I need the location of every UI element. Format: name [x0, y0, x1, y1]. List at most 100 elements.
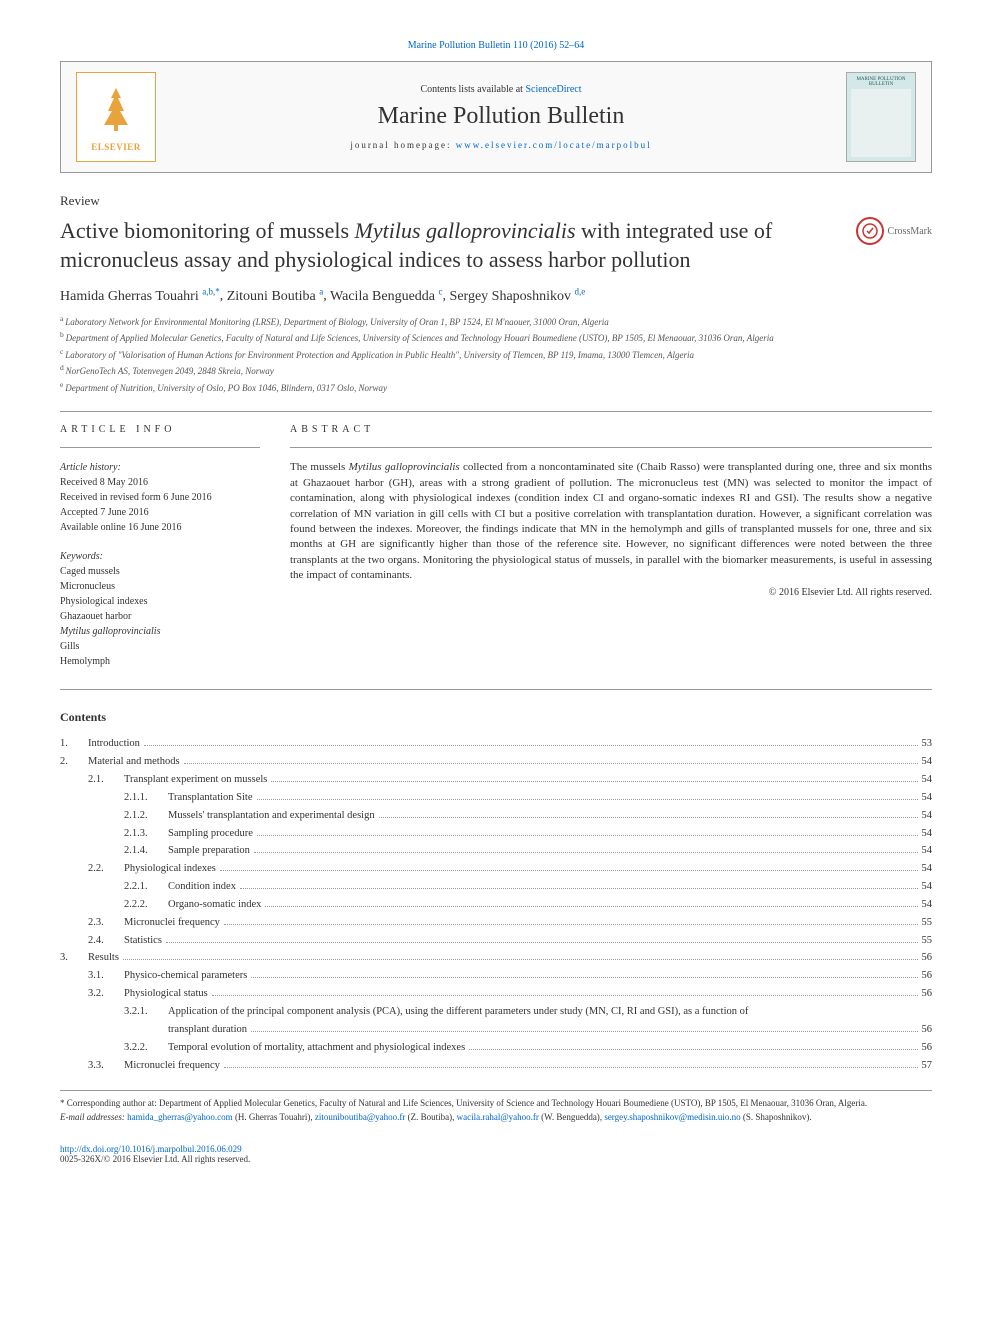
abstract-copyright: © 2016 Elsevier Ltd. All rights reserved… [290, 587, 932, 598]
toc-title: Material and methods [88, 753, 180, 771]
toc-page: 54 [922, 753, 933, 771]
toc-page: 54 [922, 825, 933, 843]
keyword: Caged mussels [60, 564, 260, 579]
email-link[interactable]: wacila.rahal@yahoo.fr [457, 1112, 539, 1122]
history-line: Accepted 7 June 2016 [60, 505, 260, 520]
toc-page: 55 [922, 932, 933, 950]
footnotes: * Corresponding author at: Department of… [60, 1090, 932, 1124]
toc-number: 2.2.1. [124, 878, 168, 896]
toc-dots [123, 959, 918, 960]
toc-entry[interactable]: 2.1.1.Transplantation Site54 [60, 789, 932, 807]
affil-link[interactable]: d,e [575, 286, 586, 296]
header-center: Contents lists available at ScienceDirec… [156, 84, 846, 150]
toc-entry[interactable]: 3.2.2.Temporal evolution of mortality, a… [60, 1039, 932, 1057]
toc-entry[interactable]: 2.2.1.Condition index54 [60, 878, 932, 896]
toc-number: 2. [60, 753, 88, 771]
keyword: Mytilus galloprovincialis [60, 624, 260, 639]
toc-title: Condition index [168, 878, 236, 896]
toc-entry[interactable]: 1.Introduction53 [60, 735, 932, 753]
toc-page: 54 [922, 789, 933, 807]
toc-entry[interactable]: 3.2.Physiological status56 [60, 985, 932, 1003]
crossmark-text: CrossMark [888, 226, 932, 237]
issn-line: 0025-326X/© 2016 Elsevier Ltd. All right… [60, 1154, 250, 1164]
toc-number: 2.4. [88, 932, 124, 950]
toc-number: 2.1.3. [124, 825, 168, 843]
title-pre: Active biomonitoring of mussels [60, 218, 355, 243]
table-of-contents: 1.Introduction532.Material and methods 54… [60, 735, 932, 1074]
affiliation-line: c Laboratory of "Valorisation of Human A… [60, 346, 932, 363]
toc-entry[interactable]: 3.3.Micronuclei frequency57 [60, 1057, 932, 1075]
toc-entry-cont[interactable]: transplant duration56 [60, 1021, 932, 1039]
toc-entry[interactable]: 2.1.2.Mussels' transplantation and exper… [60, 807, 932, 825]
toc-page: 56 [922, 967, 933, 985]
toc-dots [379, 817, 918, 818]
toc-entry[interactable]: 2.Material and methods 54 [60, 753, 932, 771]
toc-entry[interactable]: 2.3.Micronuclei frequency55 [60, 914, 932, 932]
toc-entry[interactable]: 2.2.Physiological indexes54 [60, 860, 932, 878]
toc-entry[interactable]: 2.2.2.Organo-somatic index54 [60, 896, 932, 914]
crossmark-badge[interactable]: CrossMark [856, 217, 932, 245]
toc-entry[interactable]: 3.2.1.Application of the principal compo… [60, 1003, 932, 1021]
corresponding-star[interactable]: * [215, 286, 220, 296]
doi-link[interactable]: http://dx.doi.org/10.1016/j.marpolbul.20… [60, 1144, 242, 1154]
authors-line: Hamida Gherras Touahri a,b,*, Zitouni Bo… [60, 286, 932, 305]
keyword: Micronucleus [60, 579, 260, 594]
toc-dots [144, 745, 918, 746]
email-link[interactable]: hamida_gherras@yahoo.com [127, 1112, 233, 1122]
toc-entry[interactable]: 3.Results56 [60, 949, 932, 967]
toc-entry[interactable]: 2.1.3.Sampling procedure54 [60, 825, 932, 843]
author: Sergey Shaposhnikov d,e [450, 289, 586, 304]
toc-number: 3.1. [88, 967, 124, 985]
toc-dots [220, 870, 918, 871]
divider [60, 689, 932, 690]
email-link[interactable]: sergey.shaposhnikov@medisin.uio.no [604, 1112, 740, 1122]
toc-number: 2.2. [88, 860, 124, 878]
star-marker: * [60, 1098, 65, 1108]
affil-link[interactable]: a,b, [202, 286, 215, 296]
toc-page: 56 [922, 1039, 933, 1057]
toc-page: 54 [922, 842, 933, 860]
keyword: Physiological indexes [60, 594, 260, 609]
affil-link[interactable]: c [439, 286, 443, 296]
toc-dots [257, 799, 918, 800]
email-addresses: E-mail addresses: hamida_gherras@yahoo.c… [60, 1111, 932, 1125]
toc-number: 3.2.1. [124, 1003, 168, 1021]
toc-title: Physiological status [124, 985, 208, 1003]
sciencedirect-link[interactable]: ScienceDirect [525, 84, 581, 95]
author-affil-sup: c [439, 286, 443, 296]
toc-title: Temporal evolution of mortality, attachm… [168, 1039, 465, 1057]
keyword: Hemolymph [60, 654, 260, 669]
article-title: Active biomonitoring of mussels Mytilus … [60, 217, 846, 274]
article-history: Article history: Received 8 May 2016Rece… [60, 460, 260, 535]
article-type: Review [60, 193, 932, 209]
toc-entry[interactable]: 2.1.4.Sample preparation54 [60, 842, 932, 860]
toc-title: Transplantation Site [168, 789, 253, 807]
cover-thumb-title: MARINE POLLUTION BULLETIN [851, 77, 911, 87]
toc-entry[interactable]: 2.1.Transplant experiment on mussels54 [60, 771, 932, 789]
affiliation-line: a Laboratory Network for Environmental M… [60, 313, 932, 330]
toc-number: 2.1.4. [124, 842, 168, 860]
toc-entry[interactable]: 2.4.Statistics55 [60, 932, 932, 950]
toc-number: 3.2.2. [124, 1039, 168, 1057]
corresponding-text: Department of Applied Molecular Genetics… [159, 1098, 867, 1108]
toc-dots [224, 1067, 918, 1068]
toc-number: 3.3. [88, 1057, 124, 1075]
toc-number: 2.2.2. [124, 896, 168, 914]
toc-title: Mussels' transplantation and experimenta… [168, 807, 375, 825]
contents-heading: Contents [60, 710, 932, 725]
toc-dots [240, 888, 918, 889]
toc-page: 55 [922, 914, 933, 932]
journal-ref-link: Marine Pollution Bulletin 110 (2016) 52–… [60, 40, 932, 51]
toc-title: Introduction [88, 735, 140, 753]
toc-entry[interactable]: 3.1.Physico-chemical parameters56 [60, 967, 932, 985]
toc-page: 56 [922, 985, 933, 1003]
toc-title: Results [88, 949, 119, 967]
email-link[interactable]: zitouniboutiba@yahoo.fr [315, 1112, 406, 1122]
homepage-link[interactable]: www.elsevier.com/locate/marpolbul [456, 140, 652, 150]
journal-ref-anchor[interactable]: Marine Pollution Bulletin 110 (2016) 52–… [408, 40, 585, 51]
toc-page: 54 [922, 860, 933, 878]
toc-number: 2.1. [88, 771, 124, 789]
toc-page: 56 [922, 1021, 933, 1039]
history-label: Article history: [60, 460, 260, 475]
affil-link[interactable]: a [319, 286, 323, 296]
